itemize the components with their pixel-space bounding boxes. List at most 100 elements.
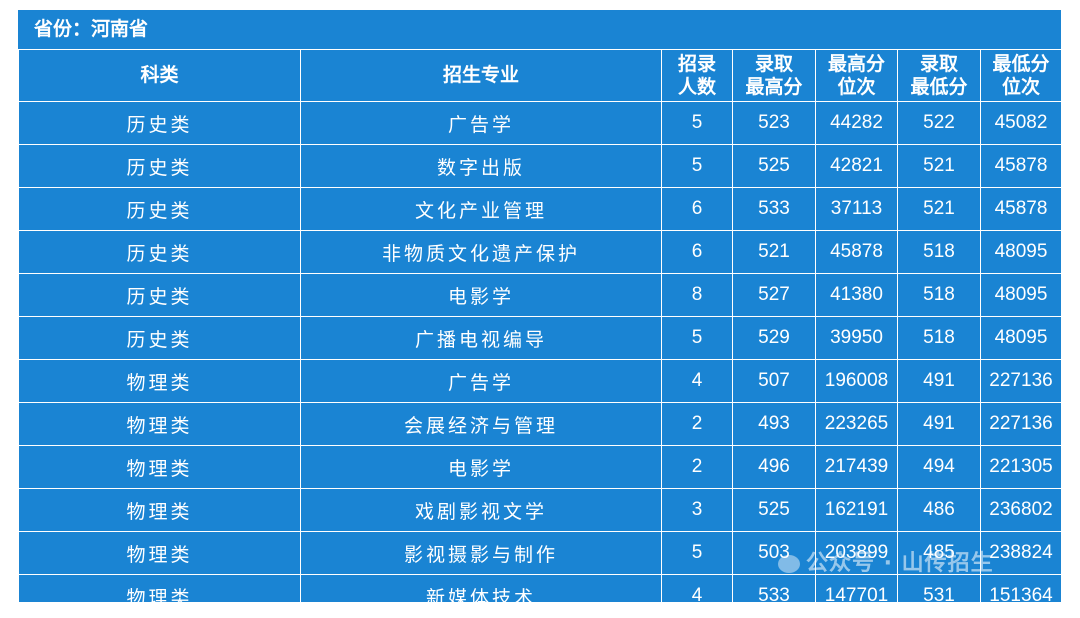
- cell-min-score: 522: [897, 101, 981, 145]
- cell-min-score: 518: [897, 230, 981, 274]
- header-enrolled: 招录 人数: [661, 49, 733, 102]
- header-max-score-line2: 最高分: [745, 75, 803, 98]
- cell-max-rank: 45878: [815, 230, 898, 274]
- cell-max-rank: 217439: [815, 445, 898, 489]
- table-row: 物理类 电影学 2 496 217439 494 221305: [18, 445, 1062, 489]
- cell-enrolled: 6: [661, 230, 733, 274]
- header-min-score: 录取 最低分: [897, 49, 981, 102]
- cell-major: 会展经济与管理: [300, 402, 662, 446]
- cell-major: 广播电视编导: [300, 316, 662, 360]
- header-max-rank-line2: 位次: [837, 75, 876, 98]
- cell-max-rank: 162191: [815, 488, 898, 532]
- cell-category: 物理类: [18, 574, 301, 618]
- cell-min-rank: 45878: [980, 144, 1062, 188]
- cell-min-rank: 238824: [980, 531, 1062, 575]
- cell-major: 电影学: [300, 445, 662, 489]
- cell-major: 新媒体技术: [300, 574, 662, 618]
- cell-max-score: 525: [732, 144, 816, 188]
- cell-min-rank: 48095: [980, 273, 1062, 317]
- cell-min-rank: 221305: [980, 445, 1062, 489]
- cell-min-score: 518: [897, 273, 981, 317]
- cell-max-score: 525: [732, 488, 816, 532]
- cell-major: 广告学: [300, 101, 662, 145]
- cell-max-score: 529: [732, 316, 816, 360]
- cell-min-score: 521: [897, 187, 981, 231]
- cell-enrolled: 2: [661, 445, 733, 489]
- cell-min-rank: 45878: [980, 187, 1062, 231]
- cell-min-score: 494: [897, 445, 981, 489]
- cell-enrolled: 6: [661, 187, 733, 231]
- cell-max-rank: 147701: [815, 574, 898, 618]
- table-row: 历史类 广告学 5 523 44282 522 45082: [18, 101, 1062, 145]
- cell-enrolled: 5: [661, 531, 733, 575]
- cell-max-rank: 203899: [815, 531, 898, 575]
- cell-max-rank: 223265: [815, 402, 898, 446]
- table-row: 历史类 非物质文化遗产保护 6 521 45878 518 48095: [18, 230, 1062, 274]
- cell-category: 物理类: [18, 531, 301, 575]
- cell-enrolled: 8: [661, 273, 733, 317]
- cell-category: 历史类: [18, 273, 301, 317]
- cell-max-score: 533: [732, 574, 816, 618]
- cell-min-rank: 48095: [980, 230, 1062, 274]
- cell-category: 物理类: [18, 359, 301, 403]
- cell-enrolled: 3: [661, 488, 733, 532]
- province-title: 省份：河南省: [34, 18, 149, 40]
- table-row: 历史类 数字出版 5 525 42821 521 45878: [18, 144, 1062, 188]
- table-row: 物理类 广告学 4 507 196008 491 227136: [18, 359, 1062, 403]
- header-category: 科类: [18, 49, 301, 102]
- cell-min-rank: 48095: [980, 316, 1062, 360]
- cell-max-score: 533: [732, 187, 816, 231]
- cell-max-rank: 39950: [815, 316, 898, 360]
- header-enrolled-line2: 人数: [677, 75, 716, 98]
- cell-max-score: 496: [732, 445, 816, 489]
- cell-max-score: 521: [732, 230, 816, 274]
- cell-min-score: 485: [897, 531, 981, 575]
- table-row: 物理类 戏剧影视文学 3 525 162191 486 236802: [18, 488, 1062, 532]
- cell-category: 历史类: [18, 316, 301, 360]
- cell-max-score: 503: [732, 531, 816, 575]
- cell-min-score: 518: [897, 316, 981, 360]
- header-min-score-line2: 最低分: [910, 75, 968, 98]
- header-max-score-line1: 录取: [754, 52, 793, 75]
- cell-max-rank: 37113: [815, 187, 898, 231]
- table-row: 历史类 文化产业管理 6 533 37113 521 45878: [18, 187, 1062, 231]
- cell-max-score: 523: [732, 101, 816, 145]
- table-row: 历史类 电影学 8 527 41380 518 48095: [18, 273, 1062, 317]
- cell-max-rank: 42821: [815, 144, 898, 188]
- header-min-score-line1: 录取: [919, 52, 958, 75]
- cell-major: 广告学: [300, 359, 662, 403]
- cell-min-rank: 151364: [980, 574, 1062, 618]
- cell-category: 历史类: [18, 187, 301, 231]
- header-min-rank: 最低分 位次: [980, 49, 1062, 102]
- admission-table-panel: 省份：河南省 科类 招生专业 招录 人数 录取 最高分: [18, 10, 1062, 618]
- cell-max-score: 527: [732, 273, 816, 317]
- cell-max-rank: 41380: [815, 273, 898, 317]
- cell-min-rank: 45082: [980, 101, 1062, 145]
- header-min-rank-line1: 最低分: [992, 52, 1050, 75]
- cell-category: 历史类: [18, 144, 301, 188]
- cell-category: 物理类: [18, 488, 301, 532]
- cell-major: 非物质文化遗产保护: [300, 230, 662, 274]
- cell-min-score: 521: [897, 144, 981, 188]
- cell-enrolled: 5: [661, 316, 733, 360]
- cell-min-score: 491: [897, 359, 981, 403]
- cell-enrolled: 2: [661, 402, 733, 446]
- header-max-score: 录取 最高分: [732, 49, 816, 102]
- table-row: 历史类 广播电视编导 5 529 39950 518 48095: [18, 316, 1062, 360]
- cell-min-score: 491: [897, 402, 981, 446]
- cell-enrolled: 5: [661, 144, 733, 188]
- cell-category: 物理类: [18, 402, 301, 446]
- header-enrolled-line1: 招录: [677, 52, 716, 75]
- cell-min-score: 531: [897, 574, 981, 618]
- table-row: 物理类 影视摄影与制作 5 503 203899 485 238824: [18, 531, 1062, 575]
- cell-enrolled: 5: [661, 101, 733, 145]
- cell-max-rank: 44282: [815, 101, 898, 145]
- cell-major: 文化产业管理: [300, 187, 662, 231]
- header-max-rank-line1: 最高分: [827, 52, 885, 75]
- cell-major: 数字出版: [300, 144, 662, 188]
- cell-major: 戏剧影视文学: [300, 488, 662, 532]
- header-min-rank-line2: 位次: [1001, 75, 1040, 98]
- table-header-row: 科类 招生专业 招录 人数 录取 最高分 最高分 位次 录取 最低分: [18, 49, 1062, 102]
- cell-enrolled: 4: [661, 574, 733, 618]
- cell-max-score: 507: [732, 359, 816, 403]
